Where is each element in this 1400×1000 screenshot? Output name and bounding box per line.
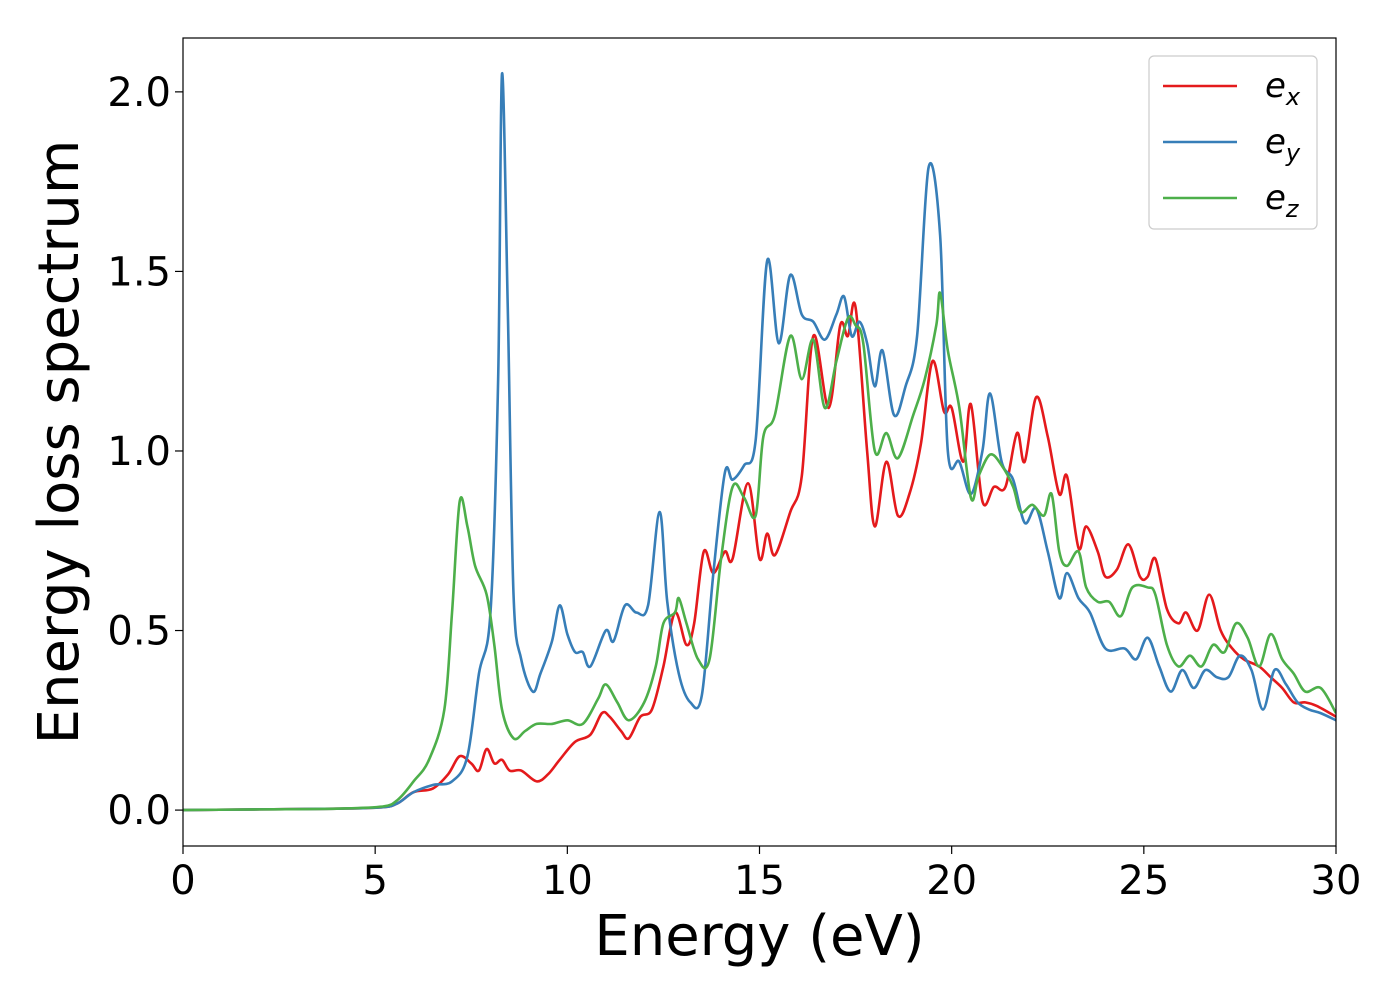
series-line-ey: [183, 72, 1336, 812]
x-axis-label: Energy (eV): [594, 904, 924, 969]
x-tick-label: 30: [1311, 858, 1362, 904]
series-line-ez: [183, 291, 1336, 812]
series-line-ex: [183, 301, 1336, 812]
series-group: [183, 72, 1336, 812]
x-tick-label: 15: [734, 858, 785, 904]
x-tick-label: 25: [1118, 858, 1169, 904]
x-tick-label: 0: [170, 858, 195, 904]
legend: ex ey ez: [1148, 55, 1318, 230]
y-tick-label: 0.5: [107, 609, 171, 655]
x-axis: 0 5 10 15 20 25 30: [170, 846, 1361, 904]
y-axis-label: Energy loss spectrum: [27, 140, 92, 745]
y-tick-label: 1.5: [107, 249, 171, 295]
y-tick-label: 1.0: [107, 429, 171, 475]
y-tick-label: 0.0: [107, 788, 171, 834]
y-axis: 0.0 0.5 1.0 1.5 2.0: [107, 70, 183, 834]
y-tick-label: 2.0: [107, 70, 171, 116]
legend-label-ex: ex: [1265, 66, 1301, 111]
legend-label-ez: ez: [1265, 178, 1300, 223]
x-tick-label: 20: [926, 858, 977, 904]
legend-label-ey: ey: [1265, 122, 1301, 167]
x-tick-label: 10: [542, 858, 593, 904]
x-tick-label: 5: [362, 858, 387, 904]
